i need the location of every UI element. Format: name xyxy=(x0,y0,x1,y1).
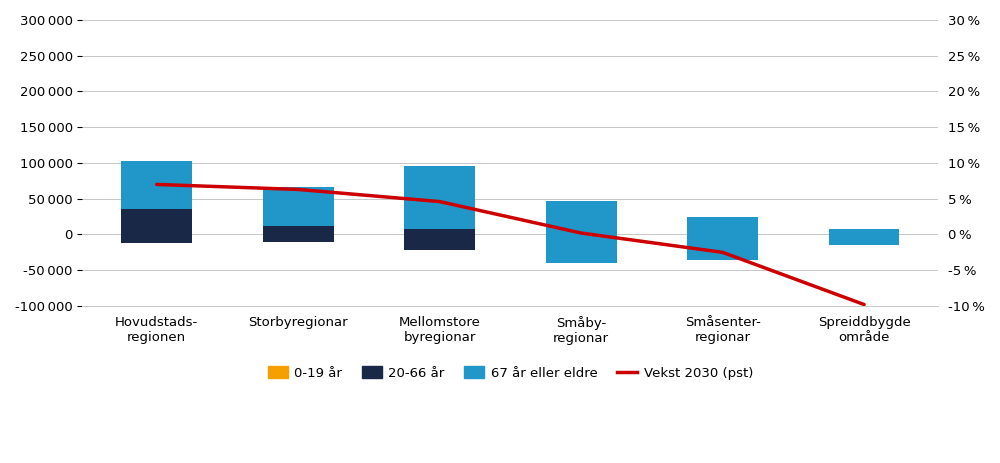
Bar xyxy=(263,187,334,226)
Bar xyxy=(829,233,899,245)
Bar xyxy=(687,217,758,259)
Bar xyxy=(121,234,192,243)
Bar xyxy=(263,234,334,242)
Bar xyxy=(687,232,758,234)
Bar xyxy=(121,209,192,243)
Bar xyxy=(687,232,758,259)
Bar xyxy=(404,166,475,229)
Bar xyxy=(404,229,475,250)
Bar xyxy=(121,161,192,209)
Bar xyxy=(829,233,899,234)
Legend: 0-19 år, 20-66 år, 67 år eller eldre, Vekst 2030 (pst): 0-19 år, 20-66 år, 67 år eller eldre, Ve… xyxy=(263,361,758,385)
Bar xyxy=(263,226,334,242)
Bar xyxy=(829,229,899,245)
Bar xyxy=(404,234,475,250)
Bar xyxy=(546,201,617,263)
Bar xyxy=(546,234,617,237)
Bar xyxy=(546,237,617,263)
